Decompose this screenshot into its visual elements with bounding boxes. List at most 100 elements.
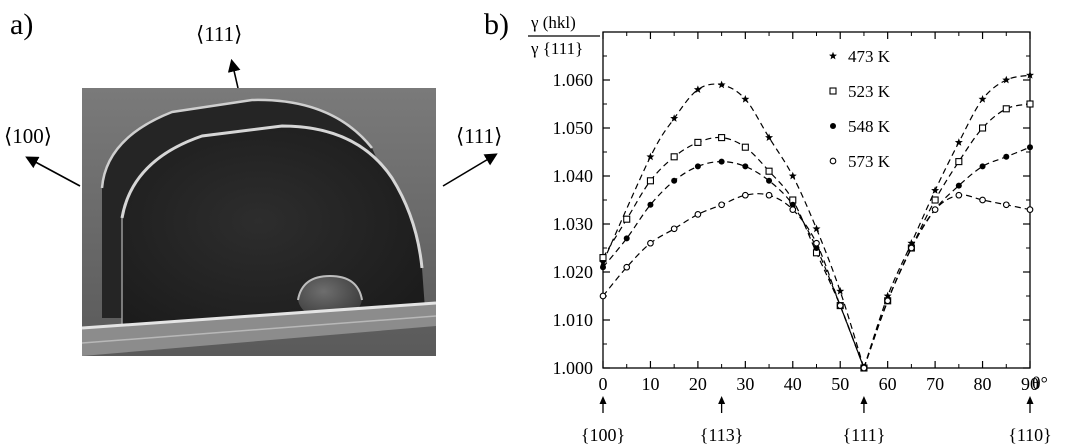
x-tick-label: 0: [599, 374, 608, 394]
x-tick-label: 10: [641, 374, 659, 394]
panel-b-label: b): [484, 8, 509, 41]
y-tick-label: 1.050: [553, 118, 594, 138]
data-point: [860, 364, 868, 372]
data-point: [623, 263, 631, 271]
legend-marker: [829, 157, 837, 165]
x-tick-label: 40: [784, 374, 802, 394]
data-point: [1002, 105, 1010, 113]
data-point: [908, 244, 915, 252]
series-line: [863, 103, 1031, 369]
legend-label: 473 K: [848, 47, 891, 66]
data-point: [979, 163, 986, 170]
data-point: [600, 264, 606, 271]
arrow-left: [25, 156, 81, 187]
y-tick-label: 1.060: [553, 70, 594, 90]
facet-label: {113}: [700, 425, 744, 445]
data-point: [788, 171, 797, 180]
data-point: [955, 158, 963, 166]
data-point: [766, 177, 773, 184]
data-point: [599, 254, 607, 262]
data-point: [693, 85, 702, 93]
data-point: [979, 124, 987, 132]
legend-label: 523 K: [848, 82, 891, 101]
legend-marker: [830, 123, 836, 129]
series-line: [602, 193, 865, 369]
arrow-top: [227, 58, 241, 89]
data-point: [742, 163, 749, 170]
data-point: [954, 138, 963, 146]
x-tick-label: 60: [879, 374, 897, 394]
data-point: [789, 201, 796, 208]
x-tick-label: 70: [926, 374, 944, 394]
y-axis-label-numerator: γ (hkl): [530, 13, 576, 32]
x-tick-label: 20: [689, 374, 707, 394]
data-point: [1003, 153, 1010, 160]
data-point: [718, 134, 726, 142]
data-point: [813, 245, 820, 251]
x-tick-label: 80: [974, 374, 992, 394]
series-line: [602, 136, 865, 369]
data-point: [670, 153, 678, 161]
sem-micrograph: [82, 88, 436, 356]
data-point: [1026, 71, 1034, 79]
x-tick-label: 90: [1021, 374, 1039, 394]
data-point: [931, 196, 939, 204]
facet-arrowhead: [1026, 396, 1034, 404]
data-point: [813, 239, 820, 247]
facet-label: {100}: [581, 425, 625, 445]
x-tick-label: 30: [736, 374, 754, 394]
data-point: [599, 292, 607, 300]
data-point: [883, 291, 892, 300]
y-tick-label: 1.030: [553, 214, 594, 234]
facet-label: {110}: [1008, 425, 1052, 445]
series-line: [602, 83, 865, 369]
direction-label-right: ⟨111⟩: [456, 124, 503, 148]
plot-frame: [602, 31, 1031, 369]
data-point: [836, 302, 844, 309]
data-point: [812, 224, 821, 233]
data-point: [718, 201, 725, 209]
data-point: [623, 235, 630, 242]
data-point: [765, 133, 774, 141]
data-point: [647, 201, 654, 208]
data-point: [884, 297, 892, 305]
y-tick-label: 1.010: [553, 310, 594, 330]
direction-label-left: ⟨100⟩: [4, 124, 52, 148]
data-point: [1002, 75, 1011, 84]
legend-marker: [829, 87, 837, 95]
direction-label-top: ⟨111⟩: [196, 22, 243, 46]
facet-arrowhead: [860, 396, 868, 404]
data-point: [717, 80, 726, 89]
data-point: [931, 186, 940, 194]
data-point: [670, 114, 679, 122]
data-point: [623, 215, 631, 223]
data-point: [836, 287, 845, 295]
y-tick-label: 1.000: [553, 358, 594, 378]
data-point: [671, 177, 678, 184]
data-point: [694, 138, 702, 146]
direction-arrows: [25, 58, 498, 187]
data-point: [765, 167, 773, 175]
x-tick-label: 50: [831, 374, 849, 394]
facet-label: {111}: [842, 425, 885, 445]
data-point: [646, 177, 654, 185]
data-point: [931, 206, 939, 213]
data-point: [741, 143, 749, 151]
data-point: [789, 206, 797, 213]
data-point: [1027, 144, 1033, 151]
data-point: [765, 191, 773, 199]
data-point: [1002, 201, 1010, 209]
data-point: [670, 225, 678, 233]
legend-label: 573 K: [848, 152, 891, 171]
y-axis-label-denominator: γ {111}: [530, 39, 583, 58]
panel-a-label: a): [10, 8, 34, 41]
data-point: [979, 196, 986, 204]
data-point: [741, 95, 750, 103]
facet-arrowhead: [718, 396, 726, 404]
data-point: [978, 95, 987, 103]
data-point: [1026, 206, 1034, 213]
arrow-right: [442, 153, 498, 187]
data-point: [694, 211, 702, 218]
data-point: [694, 163, 701, 170]
